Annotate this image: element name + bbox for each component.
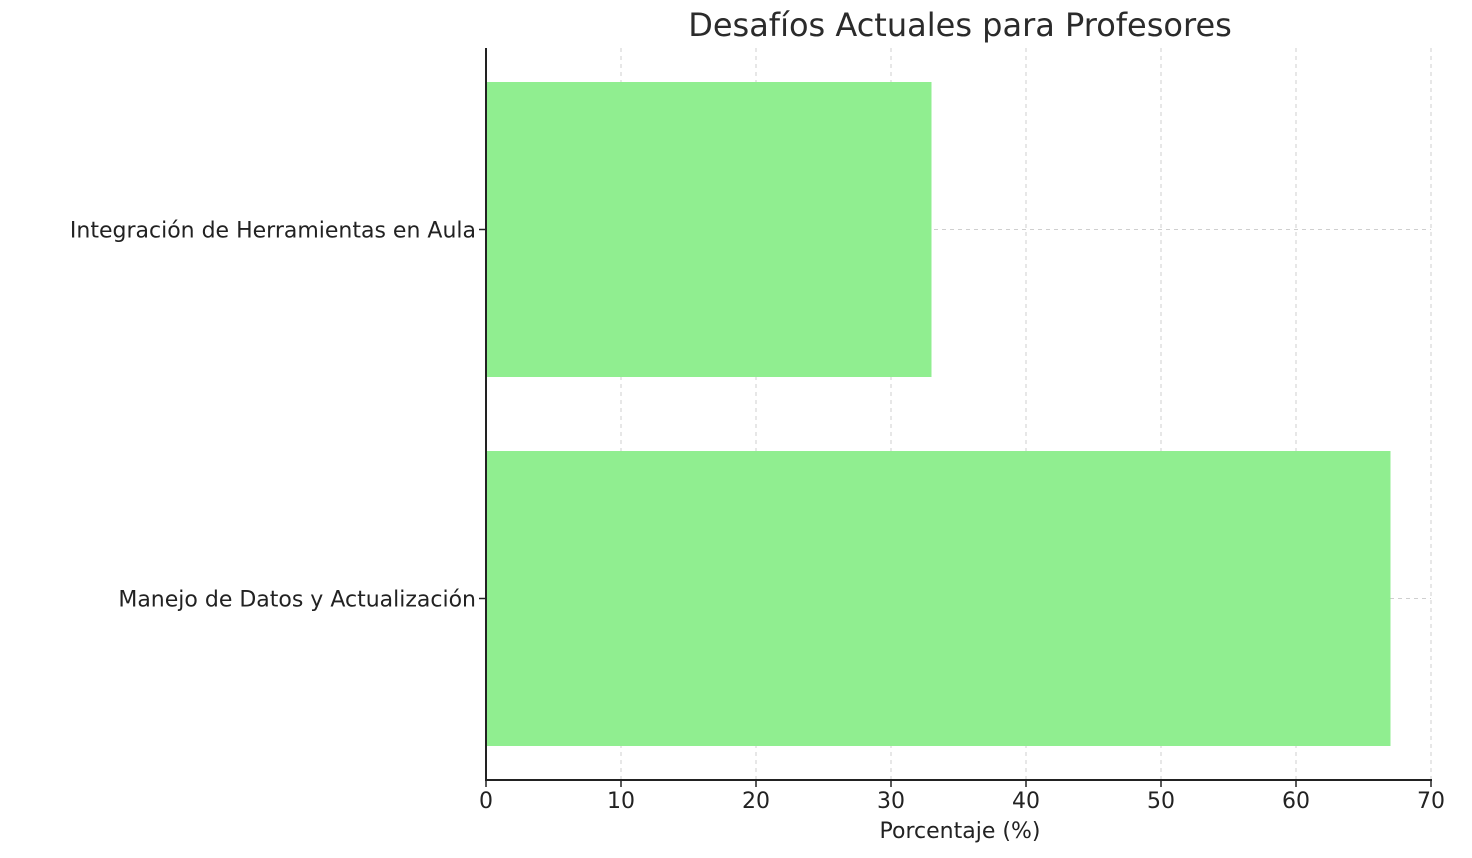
x-tick-label: 10 [607,789,635,814]
y-tick-label: Integración de Herramientas en Aula [70,219,476,244]
x-tick-label: 60 [1282,789,1310,814]
x-tick-label: 0 [479,789,493,814]
chart-title: Desafíos Actuales para Profesores [688,6,1232,44]
x-tick-label: 20 [742,789,770,814]
bar [486,451,1391,746]
bars [486,82,1391,746]
y-tick-label: Manejo de Datos y Actualización [118,588,476,613]
x-tick-label: 70 [1417,789,1445,814]
x-tick-label: 40 [1012,789,1040,814]
x-axis-label: Porcentaje (%) [880,819,1041,844]
x-tick-label: 30 [877,789,905,814]
y-ticks: Manejo de Datos y Actualización Integraci… [70,219,486,613]
bar [486,82,932,377]
x-tick-label: 50 [1147,789,1175,814]
x-ticks: 0 10 20 30 40 50 60 70 [479,780,1445,814]
axes [485,48,1432,781]
